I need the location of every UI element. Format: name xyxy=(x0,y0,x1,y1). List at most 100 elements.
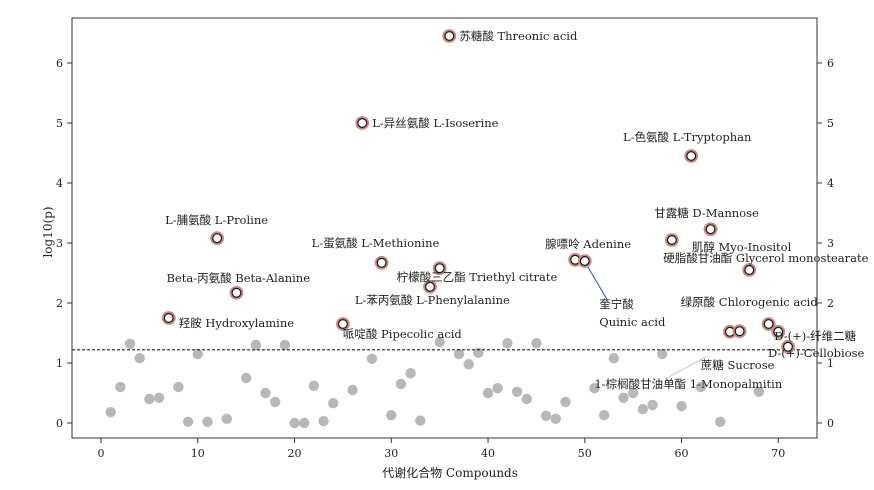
y-tick-label-right: 6 xyxy=(827,57,834,70)
nonsignificant-point xyxy=(511,386,523,397)
nonsignificant-point xyxy=(560,396,571,408)
x-tick-label: 20 xyxy=(288,447,302,460)
point-label: 羟胺 Hydroxylamine xyxy=(179,316,294,330)
nonsignificant-point xyxy=(124,338,136,349)
nonsignificant-point xyxy=(637,404,649,415)
nonsignificant-point xyxy=(473,347,484,358)
nonsignificant-point xyxy=(453,348,465,360)
point-label: D-(+)-Cellobiose xyxy=(768,346,865,360)
significant-point xyxy=(434,263,445,274)
x-tick-label: 30 xyxy=(384,447,398,460)
free-label: 哌啶酸 Pipecolic acid xyxy=(343,327,463,341)
nonsignificant-point xyxy=(328,398,339,409)
point-label: 肌醇 Myo-Inositol xyxy=(692,240,792,254)
significant-point xyxy=(376,257,387,268)
point-label: L-苯丙氨酸 L-Phenylalanine xyxy=(355,293,510,307)
y-axis-title: log10(p) xyxy=(41,206,55,257)
point-label: 甘露糖 D-Mannose xyxy=(654,206,759,220)
significant-point-halo xyxy=(703,222,718,237)
free-label: 蔗糖 Sucrose xyxy=(701,358,775,372)
significant-point-halo xyxy=(684,149,699,163)
significant-point xyxy=(686,151,697,162)
nonsignificant-point xyxy=(386,410,397,421)
significant-point-halo xyxy=(161,311,176,325)
nonsignificant-points xyxy=(105,336,765,429)
y-tick-label-right: 1 xyxy=(827,357,834,370)
significant-point-halo xyxy=(761,317,776,331)
point-label: 柠檬酸三乙酯 Triethyl citrate xyxy=(397,270,558,284)
nonsignificant-point xyxy=(202,416,213,427)
y-tick-label-right: 4 xyxy=(827,177,834,190)
significant-point xyxy=(163,313,174,324)
significant-point xyxy=(444,31,455,42)
y-tick-label-right: 3 xyxy=(827,237,834,250)
significant-point-halo xyxy=(442,29,457,43)
nonsignificant-point xyxy=(308,380,320,391)
significant-point-halo xyxy=(229,285,244,300)
significant-point-halo xyxy=(732,324,747,339)
point-label: L-异丝氨酸 L-Isoserine xyxy=(372,116,498,130)
nonsignificant-point xyxy=(153,392,165,403)
significant-point-halo xyxy=(423,279,437,294)
y-tick-label: 2 xyxy=(56,297,63,310)
significant-point xyxy=(337,319,348,330)
leader-line-sucrose xyxy=(666,356,706,379)
nonsignificant-point xyxy=(598,410,610,421)
nonsignificant-point xyxy=(550,413,561,424)
point-label: L-色氨酸 L-Tryptophan xyxy=(623,130,752,144)
nonsignificant-point xyxy=(463,359,474,370)
leader-lines xyxy=(586,264,706,379)
x-tick-label: 60 xyxy=(675,447,689,460)
nonsignificant-point xyxy=(676,401,687,412)
point-label: 绿原酸 Chlorogenic acid xyxy=(681,295,819,309)
significant-point xyxy=(424,281,435,292)
y-tick-label-right: 2 xyxy=(827,297,834,310)
x-tick-label: 50 xyxy=(578,447,592,460)
y-tick-label: 1 xyxy=(56,357,63,370)
y-tick-label: 6 xyxy=(56,57,63,70)
significant-point xyxy=(231,287,242,298)
y-tick-label-right: 5 xyxy=(827,117,834,130)
plot-frame xyxy=(71,17,818,439)
x-axis-title: 代谢化合物 Compounds xyxy=(382,465,518,480)
nonsignificant-point xyxy=(608,353,620,364)
nonsignificant-point xyxy=(192,348,203,360)
nonsignificant-point xyxy=(531,338,542,349)
significant-point xyxy=(579,256,590,267)
nonsignificant-point xyxy=(715,416,726,427)
nonsignificant-point xyxy=(289,417,300,429)
significant-point xyxy=(763,319,774,330)
nonsignificant-point xyxy=(347,384,358,396)
nonsignificant-point xyxy=(395,378,407,390)
nonsignificant-point xyxy=(173,381,184,393)
y-tick-label: 5 xyxy=(56,117,63,130)
nonsignificant-point xyxy=(260,387,271,399)
axis-ticks: 0 10 20 30 40 50 60 70 0 0 1 1 2 2 3 3 4 4 5 5 6 6 xyxy=(56,57,834,460)
nonsignificant-point xyxy=(279,339,291,351)
leader-line-quinic xyxy=(586,264,608,300)
nonsignificant-point xyxy=(405,368,416,379)
significant-point xyxy=(212,233,223,244)
significant-point xyxy=(773,326,784,337)
nonsignificant-point xyxy=(115,381,126,393)
x-tick-label: 70 xyxy=(771,447,785,460)
point-label: 腺嘌呤 Adenine xyxy=(545,237,631,251)
nonsignificant-point xyxy=(318,416,329,427)
y-tick-label: 0 xyxy=(56,417,63,430)
nonsignificant-point xyxy=(240,372,252,384)
significant-point-halo xyxy=(664,233,679,247)
point-label: D-(+)-纤维二糖 xyxy=(774,329,856,343)
nonsignificant-point xyxy=(182,416,194,427)
x-tick-label: 10 xyxy=(191,447,205,460)
significant-point-halo xyxy=(210,231,225,246)
significant-point xyxy=(705,224,716,235)
significant-point xyxy=(782,341,793,352)
significant-point-halo xyxy=(781,339,795,354)
nonsignificant-point xyxy=(134,353,145,364)
y-tick-label: 4 xyxy=(56,177,63,190)
significant-point-halo xyxy=(742,263,757,277)
significant-point-halo xyxy=(355,116,370,130)
nonsignificant-point xyxy=(415,415,426,426)
significant-point-halo xyxy=(336,317,350,331)
nonsignificant-point xyxy=(502,338,513,349)
